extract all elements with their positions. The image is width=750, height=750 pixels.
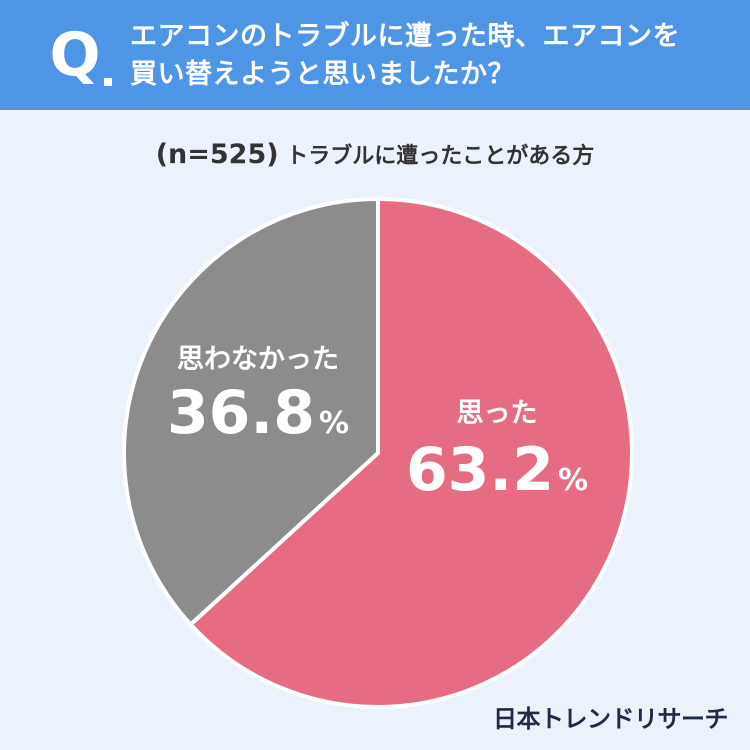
pie-slice-label-0: 思った (457, 398, 538, 429)
q-badge: Q (44, 20, 114, 90)
pie-slice-label-1: 思わなかった (177, 344, 339, 375)
pie-slice-value-1: 36.8% (167, 378, 349, 448)
q-letter: Q (49, 20, 101, 90)
question-line-1: エアコンのトラブルに遭った時、エアコンを (130, 21, 680, 52)
sample-group: トラブルに遭ったことがある方 (286, 144, 595, 169)
q-dot (104, 78, 112, 86)
question-text: エアコンのトラブルに遭った時、エアコンを 買い替えようと思いましたか？ (130, 18, 730, 94)
pie-slice-1 (122, 197, 380, 627)
question-line-2: 買い替えようと思いましたか？ (130, 59, 515, 90)
sample-size: (n=525) (155, 139, 279, 170)
credit-logo: 日本トレンドリサーチ (493, 705, 729, 733)
pie-slice-0 (188, 197, 634, 709)
sample-description: (n=525) トラブルに遭ったことがある方 (0, 138, 750, 174)
pie-slice-value-0: 63.2% (406, 435, 588, 505)
question-header: Q エアコンのトラブルに遭った時、エアコンを 買い替えようと思いましたか？ (0, 0, 750, 110)
